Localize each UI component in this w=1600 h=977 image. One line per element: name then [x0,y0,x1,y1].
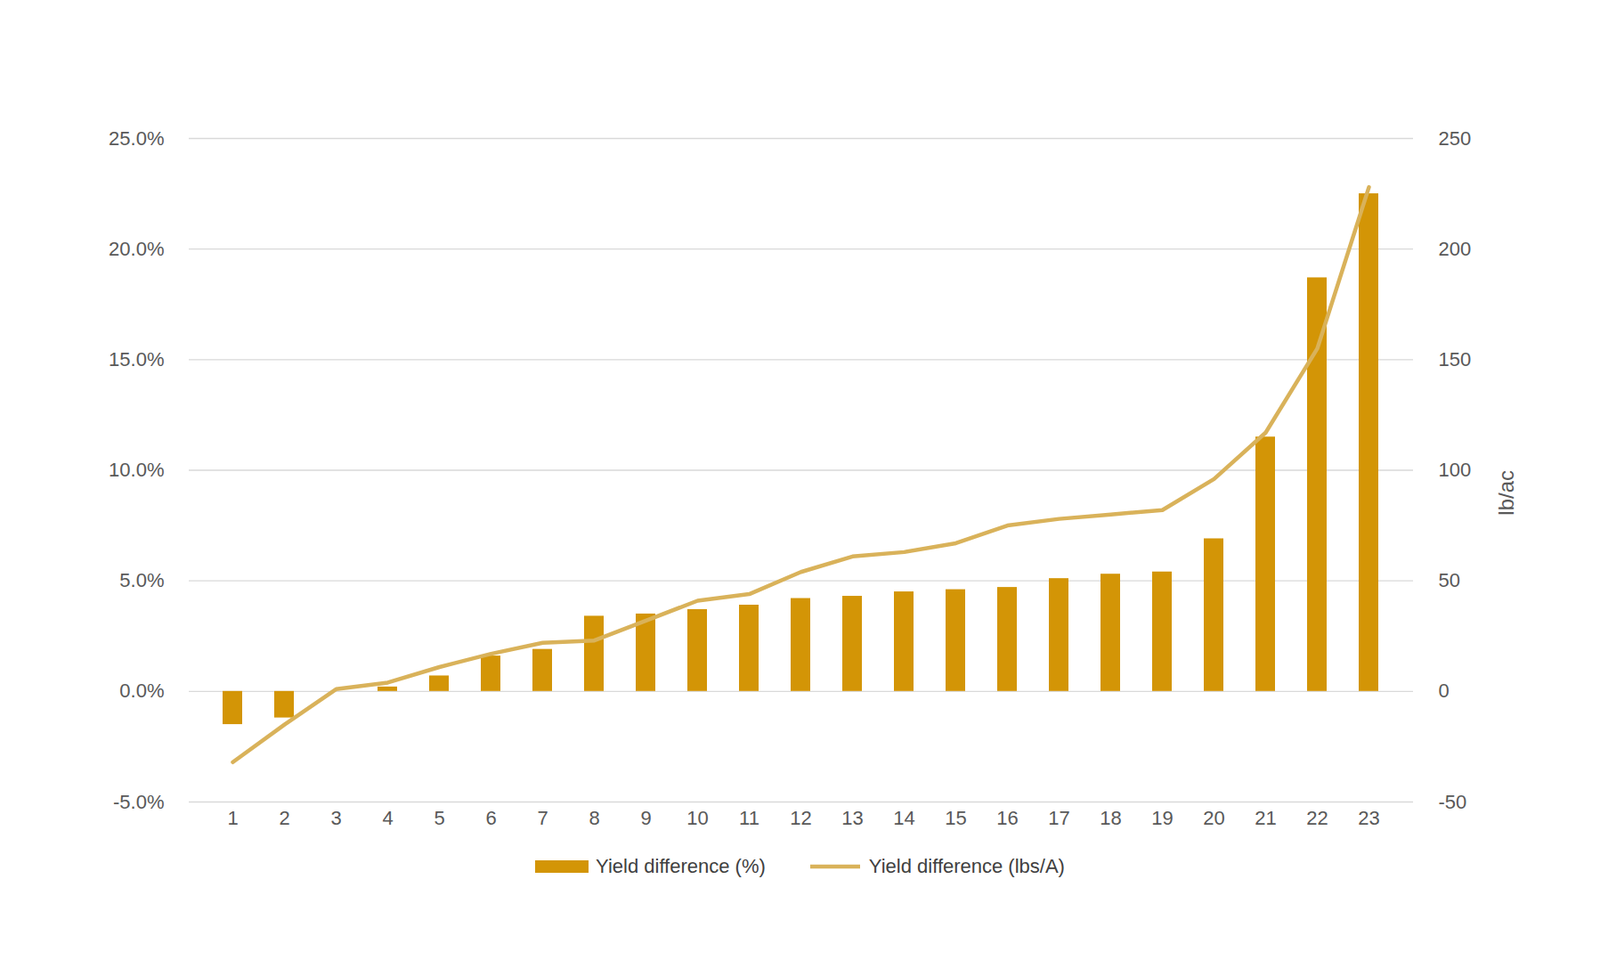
svg-text:0: 0 [1438,679,1450,702]
svg-text:18: 18 [1099,806,1121,829]
svg-text:11: 11 [739,806,760,829]
svg-text:19: 19 [1151,806,1173,829]
svg-text:-50: -50 [1438,790,1468,813]
html-text:Yield difference (%): Yield difference (%) [595,854,766,878]
svg-text:17: 17 [1047,806,1070,829]
svg-text:0.0%: 0.0% [119,679,164,702]
svg-text:100: 100 [1438,458,1472,481]
svg-text:250: 250 [1438,127,1472,150]
svg-text:9: 9 [640,806,651,829]
svg-text:15: 15 [944,806,967,829]
svg-text:lb/ac: lb/ac [1494,470,1519,516]
svg-text:21: 21 [1254,806,1276,829]
svg-text:13: 13 [841,806,863,829]
svg-text:12: 12 [789,806,812,829]
svg-text:150: 150 [1438,348,1472,371]
svg-text:2: 2 [278,806,290,829]
svg-text:8: 8 [588,806,600,829]
svg-text:200: 200 [1438,237,1472,260]
svg-text:16: 16 [996,806,1018,829]
svg-text:20.0%: 20.0% [108,237,164,260]
svg-text:-5.0%: -5.0% [113,790,164,813]
svg-text:23: 23 [1357,806,1380,829]
svg-text:3: 3 [330,806,342,829]
svg-text:4: 4 [381,806,393,829]
svg-text:10.0%: 10.0% [108,458,164,481]
html-text:Yield difference (lbs/A): Yield difference (lbs/A) [868,854,1065,878]
svg-text:14: 14 [893,806,915,829]
svg-text:5: 5 [433,806,445,829]
svg-text:7: 7 [536,806,548,829]
svg-text:10: 10 [686,806,708,829]
svg-text:22: 22 [1306,806,1328,829]
svg-text:20: 20 [1202,806,1225,829]
svg-text:15.0%: 15.0% [108,348,164,371]
svg-text:5.0%: 5.0% [119,568,164,592]
svg-text:6: 6 [485,806,496,829]
svg-text:50: 50 [1438,568,1461,592]
svg-text:1: 1 [227,806,238,829]
svg-text:25.0%: 25.0% [108,127,164,150]
